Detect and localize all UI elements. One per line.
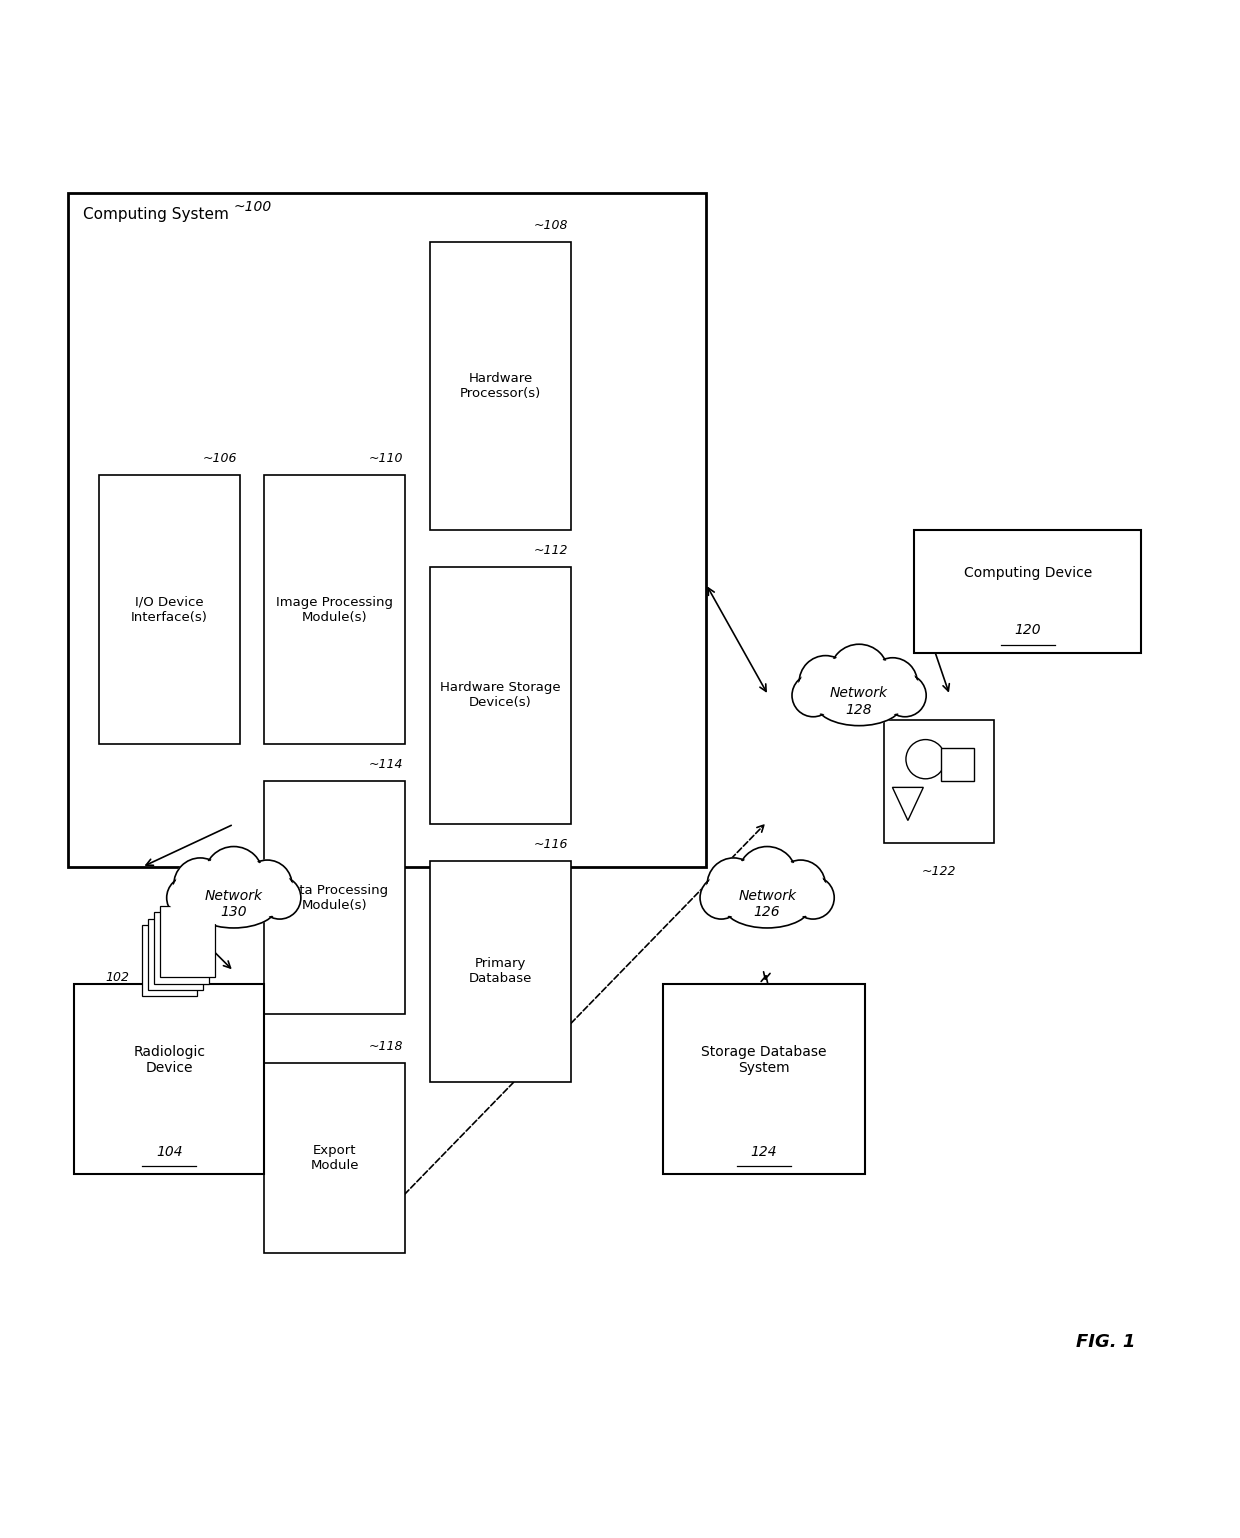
Ellipse shape <box>795 878 832 917</box>
FancyBboxPatch shape <box>430 241 570 531</box>
FancyBboxPatch shape <box>154 912 210 984</box>
Ellipse shape <box>740 849 794 901</box>
Text: ~108: ~108 <box>534 218 568 232</box>
Ellipse shape <box>868 658 918 707</box>
Ellipse shape <box>830 644 888 701</box>
Text: Data Processing
Module(s): Data Processing Module(s) <box>281 884 388 912</box>
Text: ~118: ~118 <box>368 1041 403 1054</box>
Text: ~106: ~106 <box>203 452 237 464</box>
Ellipse shape <box>884 674 926 717</box>
Ellipse shape <box>870 660 915 704</box>
Ellipse shape <box>738 846 796 903</box>
FancyBboxPatch shape <box>884 720 994 843</box>
Text: ~116: ~116 <box>534 838 568 851</box>
Ellipse shape <box>176 860 224 909</box>
Text: Network
130: Network 130 <box>205 889 263 920</box>
Ellipse shape <box>701 877 743 920</box>
FancyBboxPatch shape <box>264 781 405 1014</box>
FancyBboxPatch shape <box>430 566 570 824</box>
Text: 104: 104 <box>156 1144 182 1158</box>
Text: 124: 124 <box>750 1144 777 1158</box>
Ellipse shape <box>723 881 811 927</box>
Ellipse shape <box>166 877 210 920</box>
Ellipse shape <box>709 860 758 909</box>
Ellipse shape <box>815 680 903 726</box>
FancyBboxPatch shape <box>141 924 197 995</box>
Ellipse shape <box>776 860 826 910</box>
Ellipse shape <box>817 681 900 723</box>
Text: Hardware Storage
Device(s): Hardware Storage Device(s) <box>440 681 560 709</box>
FancyBboxPatch shape <box>941 747 975 781</box>
FancyBboxPatch shape <box>430 861 570 1081</box>
Text: ~114: ~114 <box>368 758 403 772</box>
Text: Image Processing
Module(s): Image Processing Module(s) <box>277 595 393 623</box>
Text: ~112: ~112 <box>534 544 568 557</box>
Ellipse shape <box>246 863 290 907</box>
Text: ~122: ~122 <box>921 864 956 878</box>
FancyBboxPatch shape <box>914 531 1141 652</box>
Ellipse shape <box>174 858 227 912</box>
Ellipse shape <box>205 846 263 903</box>
Ellipse shape <box>801 658 849 707</box>
Text: Radiologic
Device: Radiologic Device <box>134 1046 206 1075</box>
Ellipse shape <box>792 877 835 920</box>
FancyBboxPatch shape <box>663 984 866 1173</box>
FancyBboxPatch shape <box>264 475 405 744</box>
Ellipse shape <box>792 674 835 717</box>
Text: 120: 120 <box>1014 623 1042 637</box>
Ellipse shape <box>707 858 760 912</box>
Ellipse shape <box>779 863 823 907</box>
Text: Network
126: Network 126 <box>738 889 796 920</box>
Ellipse shape <box>725 884 808 926</box>
Ellipse shape <box>260 878 299 917</box>
Text: Computing System: Computing System <box>83 208 229 223</box>
Ellipse shape <box>243 860 293 910</box>
Text: ~110: ~110 <box>368 452 403 464</box>
Ellipse shape <box>192 884 275 926</box>
Text: I/O Device
Interface(s): I/O Device Interface(s) <box>131 595 208 623</box>
FancyBboxPatch shape <box>99 475 239 744</box>
Text: FIG. 1: FIG. 1 <box>1075 1333 1135 1352</box>
FancyBboxPatch shape <box>160 906 216 978</box>
Text: 102: 102 <box>105 970 129 984</box>
Ellipse shape <box>190 881 278 927</box>
Ellipse shape <box>887 677 924 714</box>
FancyBboxPatch shape <box>74 984 264 1173</box>
Ellipse shape <box>832 646 885 698</box>
Text: ~100: ~100 <box>234 200 272 214</box>
Ellipse shape <box>207 849 260 901</box>
Text: Storage Database
System: Storage Database System <box>702 1046 827 1075</box>
Ellipse shape <box>795 677 832 714</box>
FancyBboxPatch shape <box>68 192 706 867</box>
Text: Computing Device: Computing Device <box>963 566 1091 580</box>
Ellipse shape <box>258 877 301 920</box>
Ellipse shape <box>799 655 852 709</box>
Ellipse shape <box>169 878 207 917</box>
Text: Export
Module: Export Module <box>311 1144 360 1172</box>
FancyBboxPatch shape <box>148 918 203 989</box>
Text: Primary
Database: Primary Database <box>469 957 532 986</box>
FancyBboxPatch shape <box>264 1063 405 1253</box>
Ellipse shape <box>703 878 740 917</box>
Text: Network
128: Network 128 <box>830 686 888 717</box>
Text: Hardware
Processor(s): Hardware Processor(s) <box>460 372 541 400</box>
